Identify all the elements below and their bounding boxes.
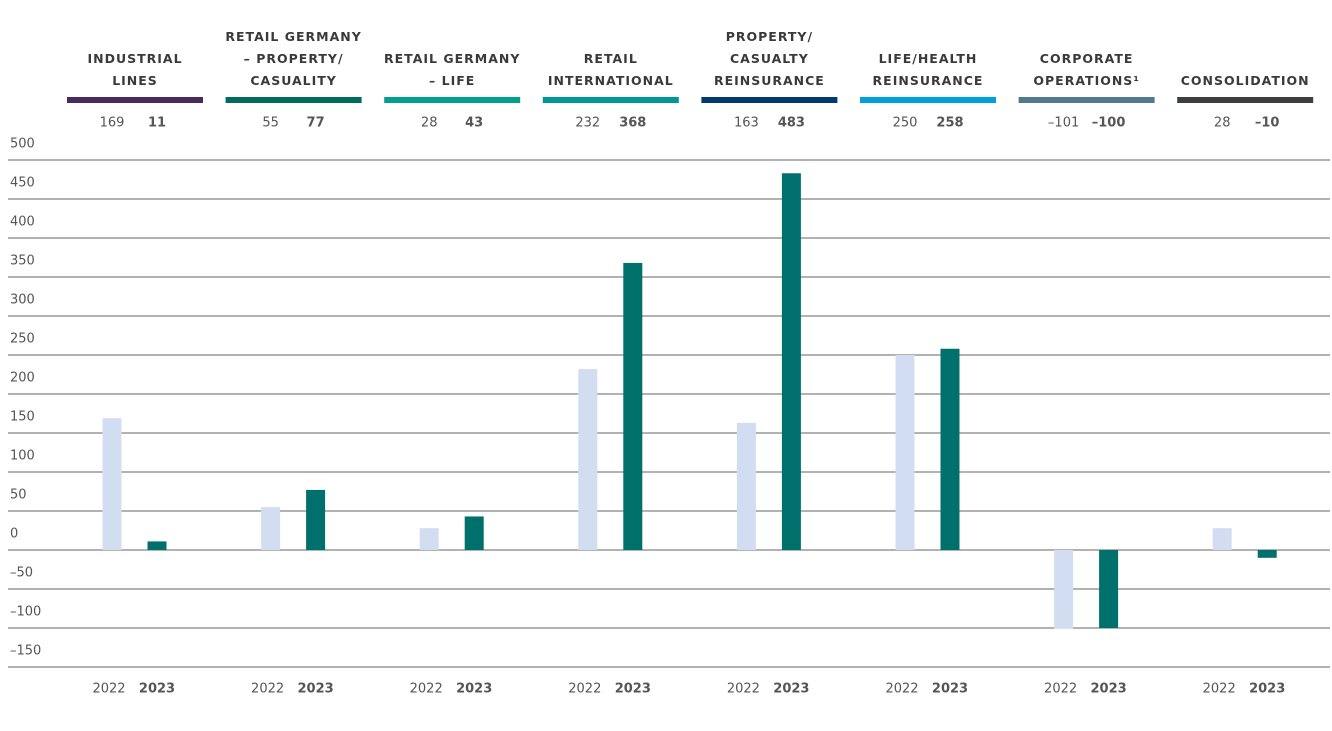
category-color-bar <box>701 97 838 103</box>
category-label: CORPORATE OPERATIONS¹ <box>1033 51 1140 88</box>
y-tick-label: 300 <box>10 293 35 308</box>
category-label: RETAIL INTERNATIONAL <box>547 51 674 88</box>
y-tick-label: 50 <box>10 488 27 503</box>
bar <box>781 173 801 550</box>
category-color-bar <box>1018 97 1155 103</box>
bar <box>895 355 915 550</box>
x-tick-label: 2022 <box>1203 682 1236 697</box>
bar <box>102 418 122 550</box>
bar <box>736 422 756 550</box>
value-label: –100 <box>1092 116 1126 131</box>
value-label: 11 <box>148 116 166 131</box>
category-label: RETAIL GERMANY – PROPERTY/ CASUALITY <box>225 29 362 88</box>
x-tick-label: 2022 <box>251 682 284 697</box>
y-tick-label: 250 <box>10 332 35 347</box>
x-tick-label: 2023 <box>932 682 968 697</box>
value-label: 250 <box>893 116 918 131</box>
value-label: 55 <box>262 116 279 131</box>
value-label: 232 <box>575 116 600 131</box>
y-tick-label: 200 <box>10 371 35 386</box>
value-label: 28 <box>421 116 438 131</box>
x-tick-label: 2023 <box>139 682 175 697</box>
x-tick-label: 2023 <box>615 682 651 697</box>
x-tick-label: 2023 <box>1091 682 1127 697</box>
value-label: 77 <box>307 116 325 131</box>
y-tick-label: –100 <box>10 605 41 620</box>
bar <box>1054 550 1074 629</box>
y-tick-label: 400 <box>10 215 35 230</box>
value-label: 43 <box>465 116 483 131</box>
category-color-bar <box>1177 97 1314 103</box>
bar <box>261 507 281 550</box>
x-tick-label: 2022 <box>885 682 918 697</box>
category-label: LIFE/HEALTH REINSURANCE <box>872 51 984 88</box>
y-tick-label: –150 <box>10 644 41 659</box>
y-tick-label: 450 <box>10 176 35 191</box>
bar <box>147 541 167 550</box>
value-label: 258 <box>936 116 963 131</box>
x-tick-label: 2022 <box>1044 682 1077 697</box>
x-tick-label: 2022 <box>727 682 760 697</box>
x-tick-label: 2022 <box>568 682 601 697</box>
value-label: 28 <box>1214 116 1231 131</box>
bar <box>1257 550 1277 558</box>
value-label: 368 <box>619 116 646 131</box>
x-tick-label: 2023 <box>456 682 492 697</box>
bar <box>1099 550 1119 628</box>
x-tick-label: 2023 <box>298 682 334 697</box>
category-color-bar <box>542 97 679 103</box>
y-tick-label: 0 <box>10 527 18 542</box>
category-color-bar <box>860 97 996 103</box>
bar <box>623 262 643 550</box>
bar <box>578 369 598 550</box>
category-label: CONSOLIDATION <box>1180 73 1310 88</box>
bar <box>1212 528 1232 550</box>
y-tick-label: –50 <box>10 566 33 581</box>
y-tick-label: 150 <box>10 410 35 425</box>
value-label: –101 <box>1048 116 1079 131</box>
y-tick-label: 100 <box>10 449 35 464</box>
value-label: –10 <box>1255 116 1280 131</box>
category-color-bar <box>384 97 521 103</box>
y-tick-label: 350 <box>10 254 35 269</box>
x-tick-label: 2023 <box>773 682 809 697</box>
category-label: PROPERTY/ CASUALTY REINSURANCE <box>713 29 825 88</box>
category-label: RETAIL GERMANY – LIFE <box>383 51 521 88</box>
category-label: INDUSTRIAL LINES <box>87 51 183 88</box>
bar <box>419 528 439 550</box>
value-label: 483 <box>778 116 805 131</box>
value-label: 163 <box>734 116 759 131</box>
value-label: 169 <box>100 116 125 131</box>
bar <box>940 348 960 550</box>
x-tick-label: 2023 <box>1249 682 1285 697</box>
category-color-bar <box>225 97 362 103</box>
y-tick-label: 500 <box>10 137 35 152</box>
bar <box>464 516 484 550</box>
bar <box>306 489 326 550</box>
category-color-bar <box>67 97 203 103</box>
x-tick-label: 2022 <box>410 682 443 697</box>
x-tick-label: 2022 <box>92 682 125 697</box>
